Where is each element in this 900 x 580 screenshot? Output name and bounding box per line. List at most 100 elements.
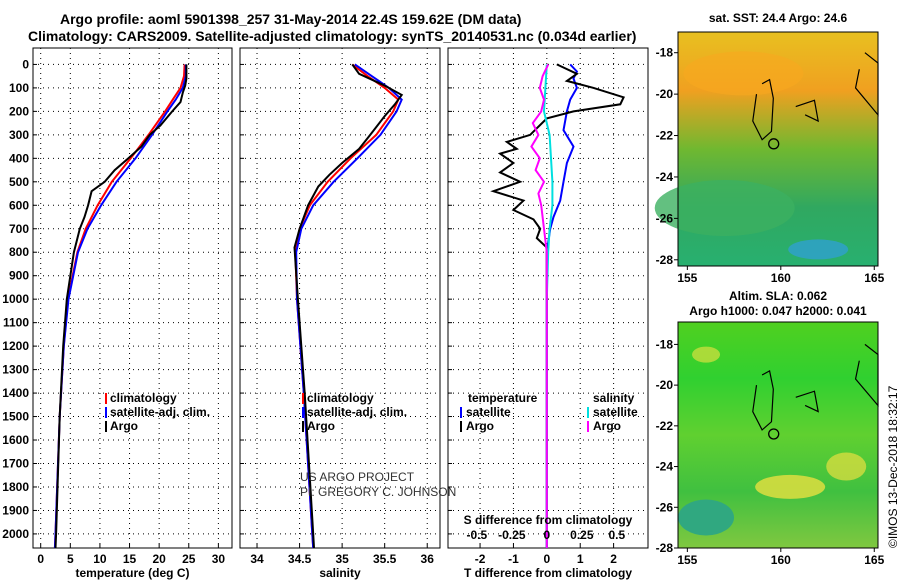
lat-tick-label: -20 [656,87,674,101]
lat-tick-label: -26 [656,211,674,225]
y-tick-label: 1200 [2,339,29,353]
map-title: sat. SST: 24.4 Argo: 24.6 [709,11,848,25]
cool-patch [654,180,795,237]
y-tick-label: 300 [9,128,29,142]
island-coastline [752,78,774,141]
legend-swatch [302,421,304,432]
lon-tick-label: 160 [771,271,791,285]
legend-swatch [105,407,107,418]
lon-tick-label: 165 [864,271,884,285]
series-line-climatology [53,64,186,549]
lat-tick-label: -28 [656,541,674,555]
y-tick-label: 1600 [2,433,29,447]
x-tick-label: 34 [250,552,264,566]
y-tick-label: 800 [9,245,29,259]
legend-label: satellite-adj. clim. [307,405,407,419]
pi-credit: PI: GREGORY C. JOHNSON [300,485,457,499]
x-tick-label: 1 [577,552,584,566]
map-title: Altim. SLA: 0.062 [729,289,827,303]
lon-tick-label: 165 [864,553,884,567]
high-patch [826,452,867,481]
y-tick-label: 200 [9,104,29,118]
lat-tick-label: -22 [656,129,674,143]
plot-frame [32,47,233,549]
legend-label: Argo [110,419,138,433]
title-line-1: Argo profile: aoml 5901398_257 31-May-20… [60,11,522,27]
lat-tick-label: -22 [656,419,674,433]
x-tick-label: 34.5 [288,552,312,566]
y-tick-label: 1500 [2,410,29,424]
y-tick-label: 2000 [2,527,29,541]
reef-coastline [795,99,819,123]
island-coastline [752,369,774,431]
legend-swatch [587,421,589,432]
series-line-t-satellite [545,63,579,548]
lat-tick-label: -26 [656,500,674,514]
lat-tick-label: -18 [656,337,674,351]
legend-label: climatology [110,391,177,405]
y-tick-label: 400 [9,151,29,165]
x-tick-label: 10 [93,552,107,566]
y-tick-label: 0 [22,57,29,71]
x-tick-label: 2 [610,552,617,566]
high-patch [692,346,721,363]
legend-label: Argo [593,419,621,433]
warm-patch [683,51,804,96]
s-tick-label: 0 [543,528,550,542]
x-tick-label: -2 [475,552,486,566]
y-tick-label: 100 [9,81,29,95]
series-line-s-satellite [542,64,554,548]
legend-label: satellite [593,405,638,419]
argo-position-marker [768,428,780,440]
x-tick-label: 0 [37,552,44,566]
lon-tick-label: 160 [771,553,791,567]
y-tick-label: 600 [9,198,29,212]
reef-coastline [795,390,819,413]
lat-tick-label: -24 [656,460,674,474]
map-frame [677,321,879,549]
lat-tick-label: -18 [656,46,674,60]
x-tick-label: 25 [182,552,196,566]
y-tick-label: 500 [9,175,29,189]
series-line-argo [293,63,404,549]
y-tick-label: 1800 [2,480,29,494]
lat-tick-label: -24 [656,170,674,184]
cool-patch [788,239,849,260]
plot-frame [447,47,649,549]
legend-swatch [460,407,462,418]
plot-frame [239,47,441,549]
series-line-satellite-adj-clim- [53,64,187,549]
map-title: Argo h1000: 0.047 h2000: 0.041 [689,304,867,318]
low-patch [678,499,735,536]
legend-label: climatology [307,391,374,405]
y-tick-label: 1300 [2,363,29,377]
x-tick-label: 15 [123,552,137,566]
x-axis-label: temperature (deg C) [75,566,189,580]
x-tick-label: 5 [67,552,74,566]
project-credit: US ARGO PROJECT [300,470,415,484]
legend-heading-temperature: temperature [468,391,538,405]
s-tick-label: 0.25 [570,528,594,542]
x-tick-label: 20 [152,552,166,566]
legend-heading-salinity: salinity [593,391,635,405]
y-tick-label: 900 [9,269,29,283]
y-tick-label: 1100 [3,316,29,330]
y-tick-label: 1900 [2,503,29,517]
s-tick-label: 0.5 [608,528,625,542]
s-tick-label: -0.25 [498,528,526,542]
x-tick-label: 0 [543,552,550,566]
x-axis-label: T difference from climatology [464,566,632,580]
legend-swatch [460,421,462,432]
legend-label: Argo [466,419,494,433]
lat-tick-label: -28 [656,253,674,267]
y-tick-label: 1700 [2,456,29,470]
map-frame [677,31,879,267]
y-tick-label: 700 [9,222,29,236]
x-tick-label: 36 [421,552,435,566]
series-line-argo [54,64,188,549]
x-tick-label: 35 [335,552,349,566]
legend-label: satellite [466,405,511,419]
